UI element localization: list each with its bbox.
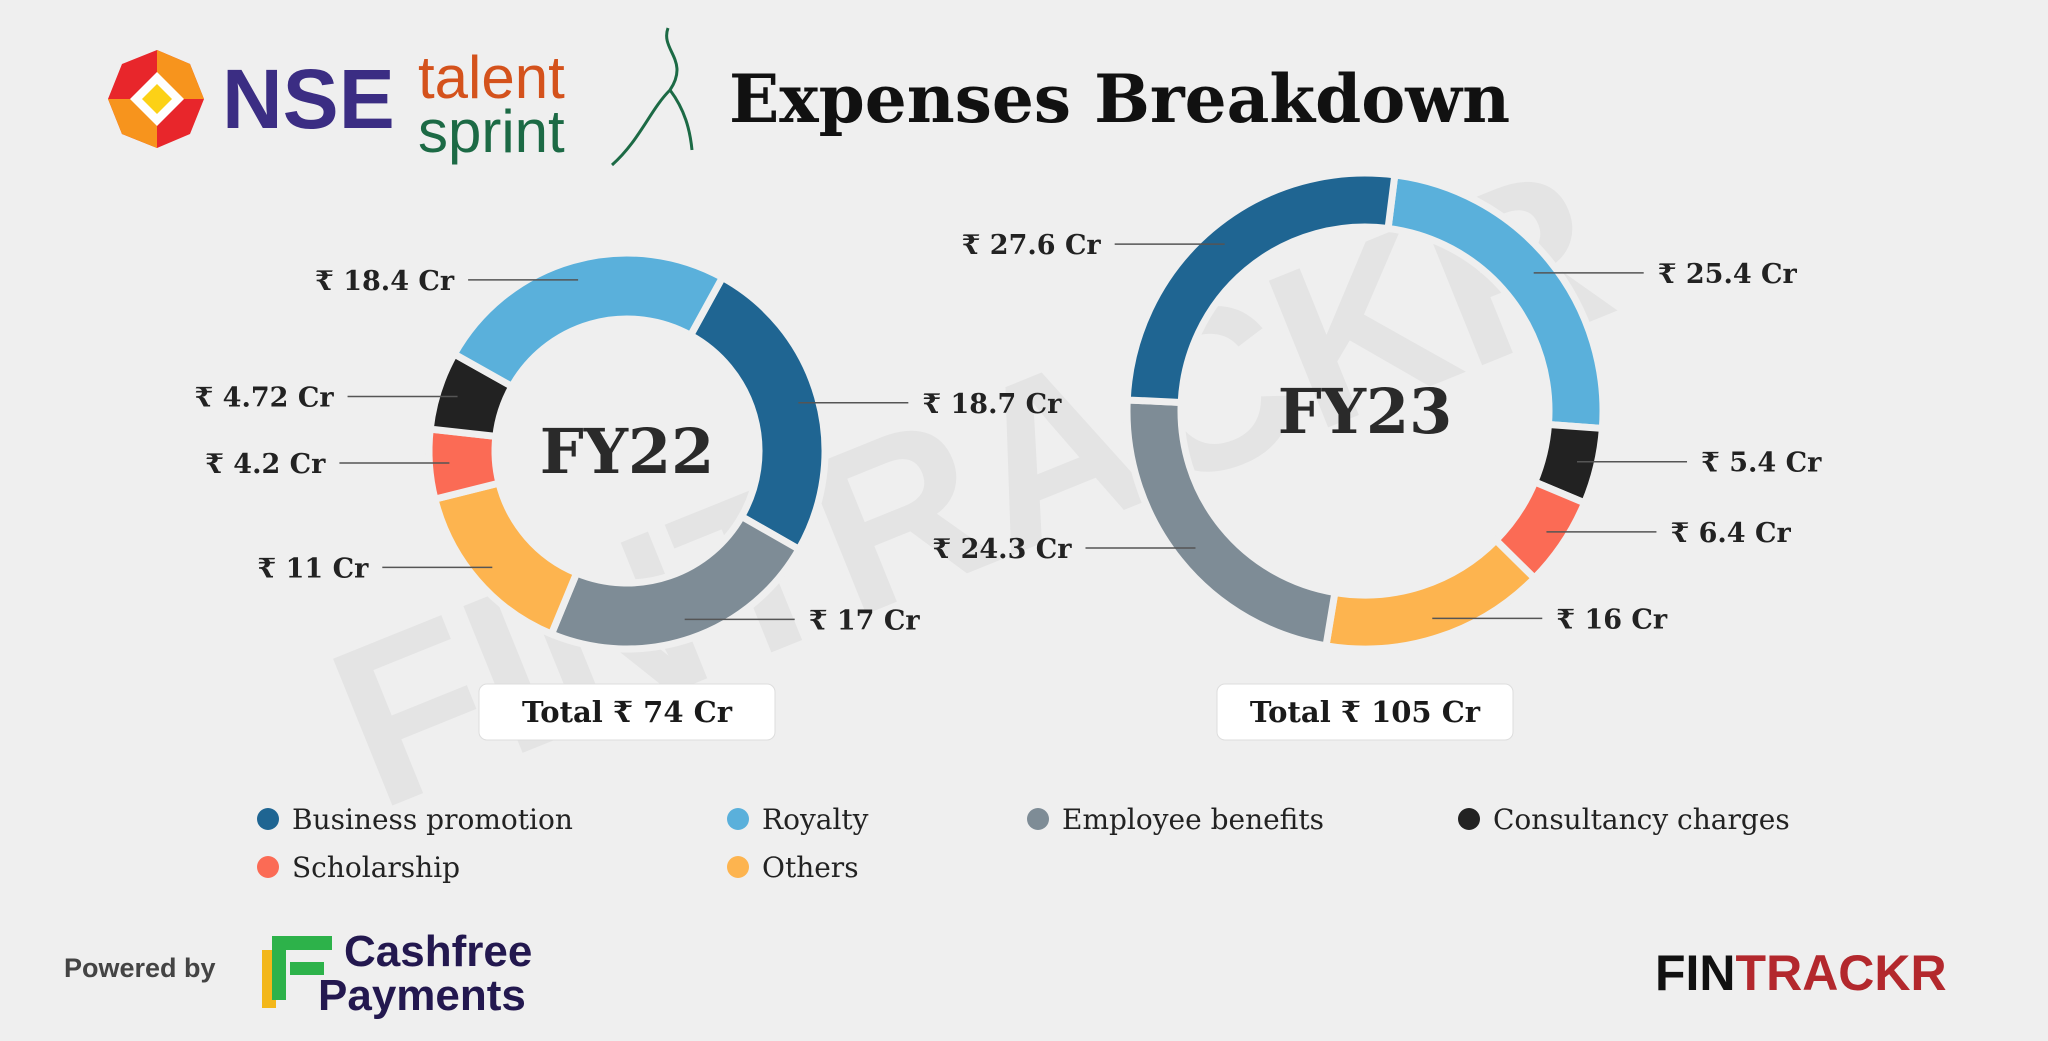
sprint-logo-text: sprint xyxy=(418,98,565,165)
value-label: ₹ 5.4 Cr xyxy=(1701,448,1822,479)
legend-swatch xyxy=(257,808,279,830)
legend-swatch xyxy=(727,808,749,830)
payments-text: Payments xyxy=(318,971,526,1020)
value-label: ₹ 4.2 Cr xyxy=(205,449,326,480)
total-box xyxy=(1216,683,1514,741)
chart-center-title: FY22 xyxy=(540,415,715,488)
fintrackr-fin: FIN xyxy=(1655,945,1736,1001)
value-label: ₹ 16 Cr xyxy=(1556,604,1668,635)
fintrackr-trackr: TRACKR xyxy=(1736,945,1947,1001)
total-label: Total ₹ 105 Cr xyxy=(1250,695,1481,729)
legend-label: Royalty xyxy=(762,803,869,836)
legend: Business promotion Royalty Employee benefi… xyxy=(257,803,1790,884)
legend-swatch xyxy=(727,856,749,878)
nse-logo-icon xyxy=(108,50,204,148)
total-label: Total ₹ 74 Cr xyxy=(522,695,733,729)
value-label: ₹ 18.4 Cr xyxy=(315,266,455,297)
donut-segment xyxy=(546,511,804,653)
cashfree-icon xyxy=(262,936,332,1008)
donut-segment xyxy=(685,272,829,555)
value-label: ₹ 18.7 Cr xyxy=(922,389,1062,420)
cashfree-text: Cashfree xyxy=(344,927,532,976)
value-label: ₹ 4.72 Cr xyxy=(194,382,334,413)
powered-by: Powered by xyxy=(64,953,216,983)
runner-icon xyxy=(611,27,694,167)
legend-swatch xyxy=(257,856,279,878)
charts: ₹ 18.7 Cr ₹ 17 Cr ₹ 11 Cr ₹ 4.2 Cr ₹ 4.72 Cr… xyxy=(194,169,1822,741)
legend-label: Consultancy charges xyxy=(1493,803,1790,836)
legend-label: Scholarship xyxy=(292,851,460,884)
value-label: ₹ 24.3 Cr xyxy=(932,534,1072,565)
legend-label: Employee benefits xyxy=(1062,803,1324,836)
nse-logo-text: NSE xyxy=(222,52,395,146)
donut-segment xyxy=(449,249,728,392)
legend-swatch xyxy=(1458,808,1480,830)
donut-segment xyxy=(425,425,504,504)
value-label: ₹ 6.4 Cr xyxy=(1670,518,1791,549)
legend-swatch xyxy=(1027,808,1049,830)
talent-logo-text: talent xyxy=(418,44,565,111)
value-label: ₹ 17 Cr xyxy=(809,605,921,636)
donut-segment xyxy=(1123,169,1399,407)
legend-label: Business promotion xyxy=(292,803,573,836)
chart-center-title: FY23 xyxy=(1278,375,1453,448)
fintrackr-logo: FINTRACKR xyxy=(1655,945,1947,1001)
legend-label: Others xyxy=(762,851,859,884)
value-label: ₹ 25.4 Cr xyxy=(1658,259,1798,290)
page-title: Expenses Breakdown xyxy=(729,60,1510,138)
total-box xyxy=(478,683,776,741)
value-label: ₹ 27.6 Cr xyxy=(962,230,1102,261)
value-label: ₹ 11 Cr xyxy=(257,553,369,584)
